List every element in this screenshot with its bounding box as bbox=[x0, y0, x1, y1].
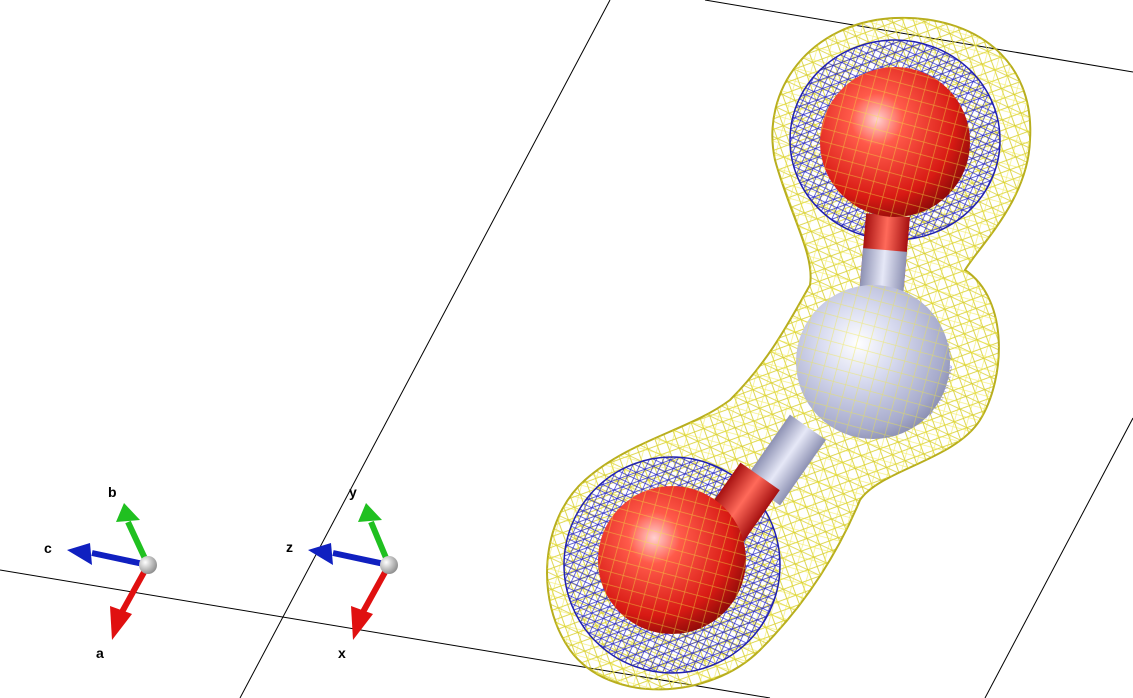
cartesian-origin-sphere bbox=[380, 556, 398, 574]
axis-label-b: b bbox=[108, 484, 117, 500]
axis-label-y: y bbox=[349, 484, 357, 500]
cartesian-axes-triad: y z x bbox=[286, 484, 398, 661]
axis-label-x: x bbox=[338, 645, 346, 661]
axis-label-c: c bbox=[44, 540, 52, 556]
crystal-origin-sphere bbox=[139, 556, 157, 574]
axis-label-a: a bbox=[96, 645, 104, 661]
mesh-overlay bbox=[598, 67, 970, 634]
crystal-axes-triad: b c a bbox=[44, 484, 157, 661]
axis-label-z: z bbox=[286, 539, 293, 555]
